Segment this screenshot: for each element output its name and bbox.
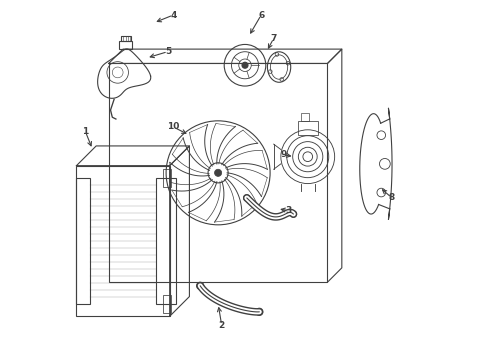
Ellipse shape bbox=[244, 195, 250, 201]
Bar bbox=[119, 41, 132, 49]
Ellipse shape bbox=[256, 308, 263, 315]
Bar bbox=[298, 121, 318, 135]
Bar bbox=[156, 178, 176, 304]
Bar bbox=[301, 113, 309, 121]
Bar bbox=[121, 36, 131, 41]
Bar bbox=[76, 178, 90, 304]
Text: 6: 6 bbox=[258, 10, 264, 19]
Text: 2: 2 bbox=[219, 321, 225, 330]
Text: 8: 8 bbox=[389, 193, 395, 202]
Bar bbox=[109, 63, 327, 282]
Text: 10: 10 bbox=[167, 122, 179, 131]
Text: 9: 9 bbox=[281, 150, 287, 159]
Ellipse shape bbox=[290, 211, 296, 217]
Bar bbox=[163, 295, 172, 313]
Text: 1: 1 bbox=[82, 127, 89, 136]
Text: 5: 5 bbox=[165, 47, 171, 56]
Ellipse shape bbox=[196, 282, 204, 289]
Circle shape bbox=[242, 62, 248, 68]
Text: 4: 4 bbox=[170, 10, 176, 19]
Bar bbox=[76, 166, 170, 316]
Bar bbox=[163, 169, 172, 187]
Text: 3: 3 bbox=[285, 206, 291, 215]
Text: 7: 7 bbox=[270, 34, 277, 43]
Circle shape bbox=[215, 169, 221, 176]
